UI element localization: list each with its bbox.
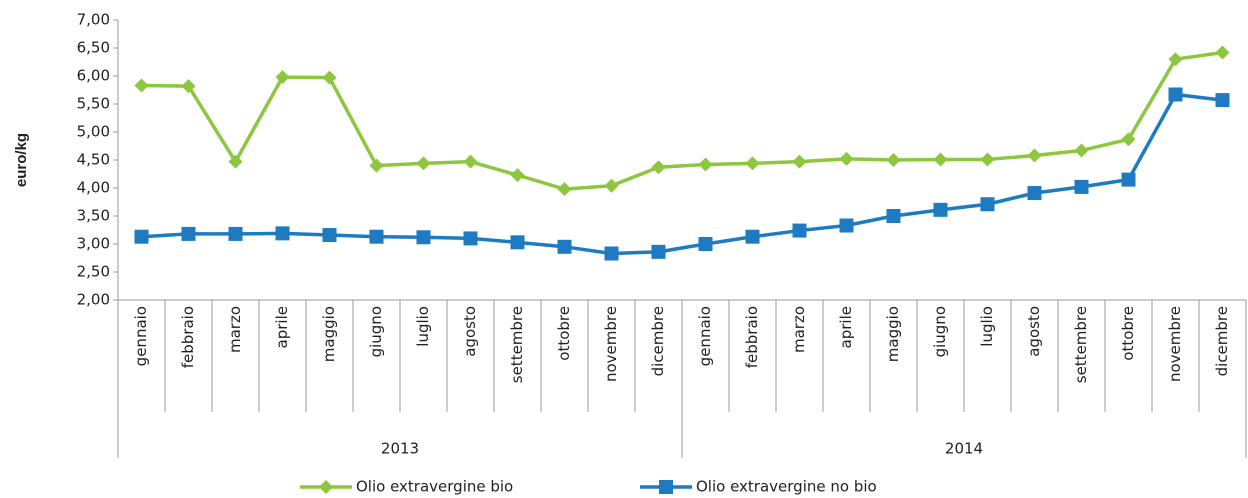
point <box>416 230 431 245</box>
x-tick-label: giugno <box>931 306 949 357</box>
x-tick-label: dicembre <box>649 306 667 376</box>
x-tick-label: luglio <box>978 306 996 347</box>
point <box>557 182 572 197</box>
y-tick-label: 4,00 <box>77 179 110 197</box>
point <box>510 235 525 250</box>
point <box>604 178 619 193</box>
x-tick-label: aprile <box>273 306 291 348</box>
point <box>1168 87 1183 102</box>
legend-label: Olio extravergine no bio <box>696 478 877 496</box>
y-tick-label: 7,00 <box>77 11 110 29</box>
point <box>463 231 478 246</box>
x-tick-label: novembre <box>602 306 620 382</box>
point <box>322 70 337 85</box>
x-tick-label: settembre <box>1072 306 1090 383</box>
point <box>792 154 807 169</box>
x-tick-label: marzo <box>226 306 244 353</box>
x-tick-label: settembre <box>508 306 526 383</box>
point <box>839 218 854 233</box>
point <box>745 229 760 244</box>
point <box>698 237 713 251</box>
x-tick-label: marzo <box>790 306 808 353</box>
point <box>463 154 478 169</box>
point <box>1074 143 1089 158</box>
point <box>980 197 995 212</box>
point <box>181 79 196 94</box>
x-tick-label: maggio <box>320 306 338 362</box>
y-axis-label: euro/kg <box>13 133 30 187</box>
point <box>1027 148 1042 163</box>
x-tick-label: agosto <box>1025 306 1043 357</box>
x-tick-label: gennaio <box>696 306 714 366</box>
point <box>1215 93 1230 108</box>
x-tick-label: giugno <box>367 306 385 357</box>
y-tick-label: 3,50 <box>77 207 110 225</box>
y-tick-label: 5,50 <box>77 95 110 113</box>
point <box>698 157 713 172</box>
series-line <box>141 92 1223 256</box>
group-label: 2013 <box>381 440 419 458</box>
point <box>1027 186 1042 201</box>
point <box>228 154 243 169</box>
x-tick-label: aprile <box>837 306 855 348</box>
legend-marker <box>659 480 673 494</box>
point <box>1215 45 1230 60</box>
point <box>134 229 149 244</box>
point <box>228 226 243 241</box>
y-tick-label: 2,00 <box>77 291 110 309</box>
point <box>369 229 384 244</box>
x-tick-label: febbraio <box>179 306 197 368</box>
y-tick-label: 3,00 <box>77 235 110 253</box>
point <box>275 70 290 85</box>
x-tick-label: ottobre <box>1119 306 1137 361</box>
legend-marker <box>319 480 333 494</box>
point <box>1121 172 1136 187</box>
point <box>604 246 619 261</box>
point <box>1121 132 1136 147</box>
point <box>416 156 431 171</box>
point <box>510 168 525 183</box>
point <box>1074 179 1089 194</box>
x-tick-label: novembre <box>1166 306 1184 382</box>
x-tick-label: agosto <box>461 306 479 357</box>
point <box>886 153 901 167</box>
x-tick-label: dicembre <box>1213 306 1231 376</box>
point <box>651 160 666 175</box>
legend-label: Olio extravergine bio <box>356 478 513 496</box>
x-tick-label: luglio <box>414 306 432 347</box>
point <box>745 156 760 171</box>
y-tick-label: 6,00 <box>77 67 110 85</box>
x-tick-label: gennaio <box>132 306 150 366</box>
point <box>886 209 901 223</box>
point <box>651 244 666 259</box>
x-tick-label: ottobre <box>555 306 573 361</box>
y-tick-label: 5,00 <box>77 123 110 141</box>
point <box>275 226 290 241</box>
x-tick-label: maggio <box>884 306 902 362</box>
group-label: 2014 <box>945 440 983 458</box>
point <box>134 78 149 93</box>
point <box>181 226 196 241</box>
point <box>933 202 948 217</box>
point <box>1168 52 1183 67</box>
point <box>369 158 384 173</box>
point <box>792 223 807 238</box>
point <box>980 152 995 167</box>
x-tick-label: febbraio <box>743 306 761 368</box>
point <box>557 239 572 254</box>
point <box>933 152 948 167</box>
y-tick-label: 2,50 <box>77 263 110 281</box>
point <box>322 228 337 243</box>
y-tick-label: 4,50 <box>77 151 110 169</box>
series-line <box>141 50 1223 191</box>
y-tick-label: 6,50 <box>77 39 110 57</box>
point <box>839 151 854 166</box>
